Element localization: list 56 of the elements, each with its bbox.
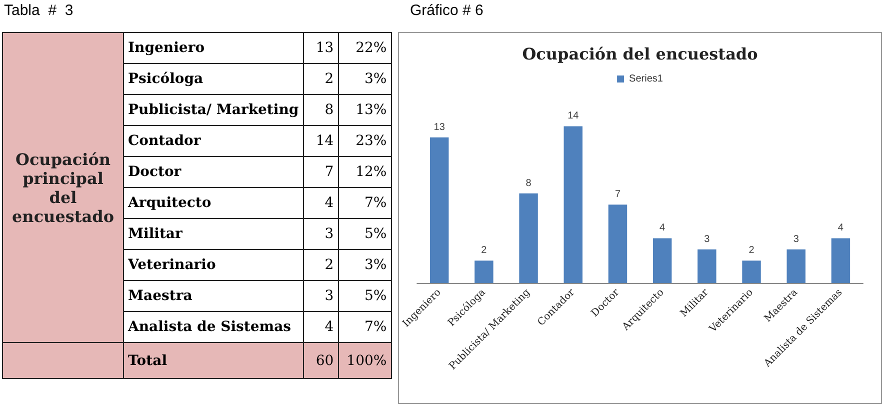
text: 3% (338, 64, 392, 94)
bar (474, 260, 494, 283)
category-label: Militar (124, 218, 304, 250)
data-label: 7 (303, 156, 338, 188)
category-label: Contador (124, 126, 304, 156)
text: 22% (338, 32, 392, 64)
bar (786, 249, 806, 283)
category-label: Total (124, 342, 304, 378)
data-label: 14 (303, 126, 338, 156)
data-label: 4 (303, 188, 338, 218)
bar (742, 260, 761, 283)
text: 12% (338, 156, 392, 188)
data-label: 8 (526, 178, 532, 189)
data-label: 13 (303, 32, 338, 64)
data-label: 3 (793, 234, 800, 245)
data-label: 13 (434, 122, 446, 133)
legend-label: Series1 (629, 74, 664, 84)
bar (831, 238, 850, 283)
bar (564, 126, 582, 283)
data-label: 8 (303, 94, 338, 126)
category-label: Psicóloga (124, 64, 304, 94)
category-label: Arquitecto (124, 188, 304, 218)
data-label: 2 (303, 64, 338, 94)
text: 5% (338, 218, 392, 250)
text: 13% (338, 94, 392, 126)
data-label: 3 (704, 234, 710, 245)
text: 3% (338, 250, 392, 280)
bar (698, 249, 716, 283)
data-label: 2 (303, 250, 338, 280)
text: 5% (338, 280, 392, 312)
category-label: Ingeniero (124, 32, 304, 64)
category-label: Publicista/ Marketing (124, 94, 304, 126)
data-label: 3 (303, 280, 338, 312)
data-label: 14 (568, 110, 580, 122)
text: Ocupación principal del encuestado (2, 32, 124, 342)
text: Gráfico # 6 (410, 2, 484, 19)
data-label: 3 (303, 218, 338, 250)
bar (652, 238, 672, 283)
data-label: 4 (838, 222, 844, 234)
category-label: Veterinario (124, 250, 304, 280)
bar (519, 193, 538, 283)
category-label: Doctor (124, 156, 304, 188)
data-label: 4 (660, 222, 666, 234)
data-label: 2 (481, 245, 488, 256)
text: 7% (338, 188, 392, 218)
bar (608, 204, 628, 283)
data-label: 7 (614, 189, 621, 200)
text: 7% (338, 312, 392, 342)
data-label: 2 (748, 245, 755, 256)
data-label: 4 (303, 312, 338, 342)
chart-title: Ocupación del encuestado (522, 44, 758, 64)
bar (430, 137, 449, 283)
text: 100% (338, 342, 392, 378)
data-label: 60 (303, 342, 338, 378)
text: Tabla # 3 (4, 2, 74, 19)
text: 23% (338, 126, 392, 156)
